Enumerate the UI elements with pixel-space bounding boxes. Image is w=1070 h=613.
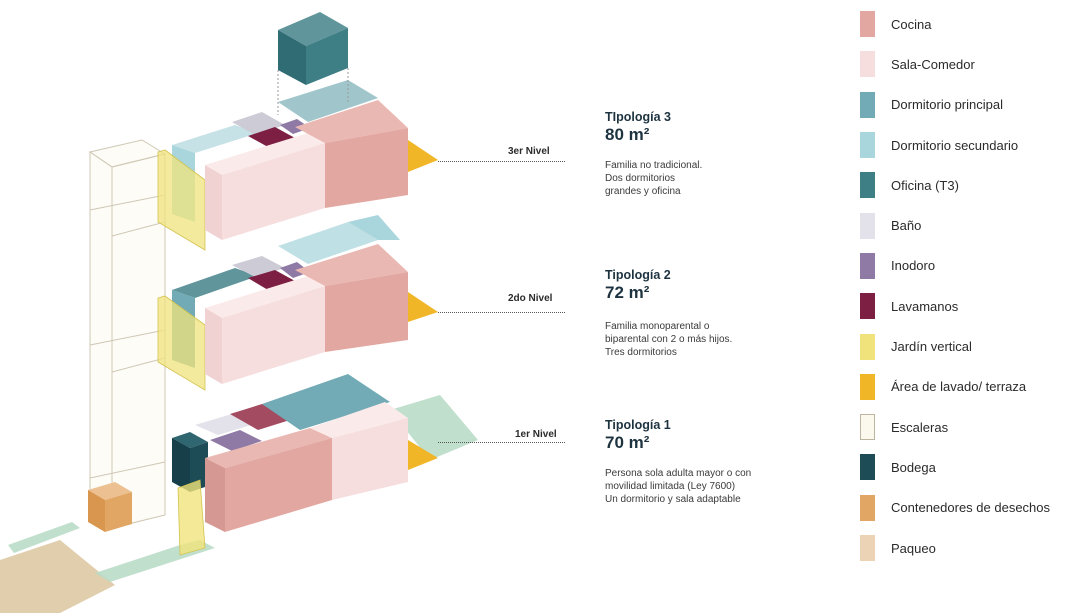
leader-line-2 xyxy=(438,312,565,313)
parking-area xyxy=(0,540,115,613)
legend-swatch xyxy=(860,373,875,400)
legend-label: Paqueo xyxy=(891,540,936,556)
site-strip-right xyxy=(390,395,478,460)
legend-item: Contenedores de desechos xyxy=(860,488,1070,528)
leader-line-1 xyxy=(438,442,565,443)
level-2-block xyxy=(157,215,438,391)
legend-label: Baño xyxy=(891,218,922,234)
legend-swatch xyxy=(860,51,875,78)
typology-1-title: Tipología 1 xyxy=(605,418,671,432)
legend-swatch xyxy=(860,252,875,279)
typology-3-area: 80 m² xyxy=(605,125,650,144)
legend: Cocina Sala-Comedor Dormitorio principal Do… xyxy=(860,4,1070,568)
legend-swatch xyxy=(860,91,875,118)
legend-swatch xyxy=(860,132,875,159)
legend-swatch xyxy=(860,414,875,441)
legend-label: Cocina xyxy=(891,16,932,32)
typology-2-area: 72 m² xyxy=(605,283,650,302)
level-label-3: 3er Nivel xyxy=(508,146,550,157)
legend-item: Baño xyxy=(860,205,1070,245)
legend-label: Bodega xyxy=(891,459,936,475)
isometric-building-diagram xyxy=(0,12,478,613)
typology-3-info: TIpología 3 80 m² Familia no tradicional… xyxy=(605,110,835,198)
legend-item: Inodoro xyxy=(860,246,1070,286)
legend-label: Oficina (T3) xyxy=(891,177,959,193)
site-strip-left xyxy=(8,522,80,553)
level-1-block xyxy=(172,374,438,556)
legend-label: Inodoro xyxy=(891,258,936,274)
level-label-2: 2do Nivel xyxy=(508,293,553,304)
legend-label: Jardín vertical xyxy=(891,339,972,355)
legend-item: Lavamanos xyxy=(860,286,1070,326)
legend-label: Área de lavado/ terraza xyxy=(891,379,1027,395)
typology-1-info: Tipología 1 70 m² Persona sola adulta ma… xyxy=(605,418,835,506)
typology-3-description: Familia no tradicional. Dos dormitorios … xyxy=(605,160,703,197)
typology-3-title: TIpología 3 xyxy=(605,110,671,124)
legend-swatch xyxy=(860,172,875,199)
legend-swatch xyxy=(860,535,875,561)
legend-swatch xyxy=(860,293,875,320)
waste-container xyxy=(88,482,132,532)
legend-item: Dormitorio secundario xyxy=(860,125,1070,165)
legend-item: Sala-Comedor xyxy=(860,44,1070,84)
legend-label: Contenedores de desechos xyxy=(891,500,1051,516)
legend-label: Sala-Comedor xyxy=(891,56,975,72)
legend-item: Jardín vertical xyxy=(860,326,1070,366)
legend-label: Dormitorio principal xyxy=(891,97,1003,113)
legend-item: Bodega xyxy=(860,447,1070,487)
legend-item: Área de lavado/ terraza xyxy=(860,367,1070,407)
legend-swatch xyxy=(860,212,875,239)
typology-2-description: Familia monoparental o biparental con 2 … xyxy=(605,321,733,358)
typology-2-title: Tipología 2 xyxy=(605,268,671,282)
typology-1-description: Persona sola adulta mayor o con movilida… xyxy=(605,468,752,505)
legend-item: Cocina xyxy=(860,4,1070,44)
stair-tower xyxy=(88,139,167,529)
typology-1-area: 70 m² xyxy=(605,433,650,452)
legend-item: Escaleras xyxy=(860,407,1070,447)
legend-label: Lavamanos xyxy=(891,298,959,314)
legend-item: Paqueo xyxy=(860,528,1070,568)
legend-item: Dormitorio principal xyxy=(860,85,1070,125)
legend-item: Oficina (T3) xyxy=(860,165,1070,205)
level-label-1: 1er Nivel xyxy=(515,429,557,440)
legend-swatch xyxy=(860,333,875,360)
typology-2-info: Tipología 2 72 m² Familia monoparental o… xyxy=(605,268,835,359)
legend-label: Escaleras xyxy=(891,419,949,435)
legend-swatch xyxy=(860,494,875,521)
legend-swatch xyxy=(860,454,875,481)
legend-label: Dormitorio secundario xyxy=(891,137,1019,153)
level-3-block xyxy=(157,12,438,251)
legend-swatch xyxy=(860,11,875,38)
leader-line-3 xyxy=(438,161,565,162)
